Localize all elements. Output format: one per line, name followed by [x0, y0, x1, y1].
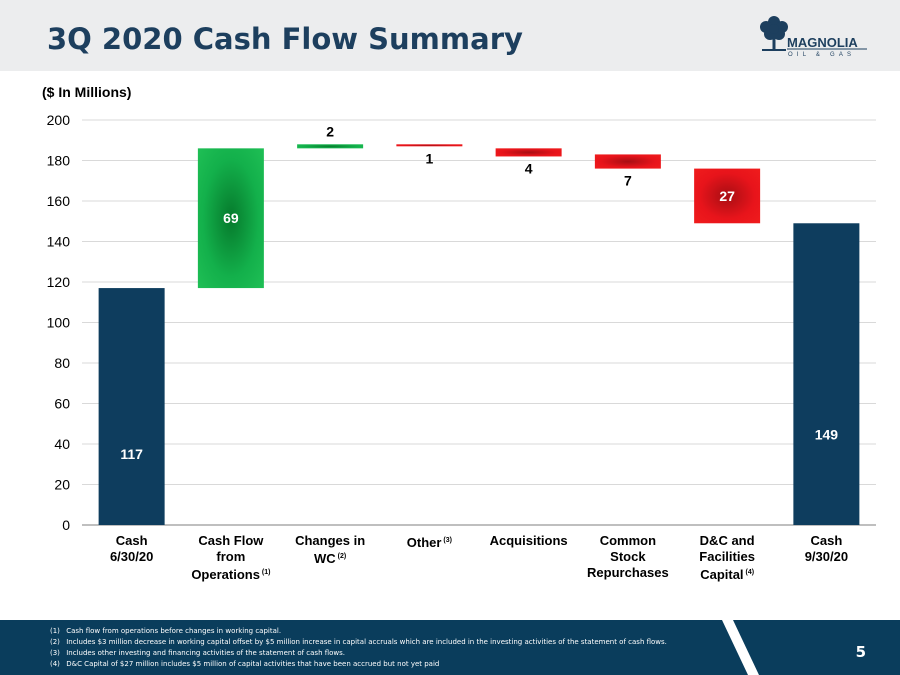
category-line: 9/30/20	[804, 549, 849, 564]
category-line: WC (2)	[314, 551, 347, 566]
y-tick-label: 40	[54, 436, 70, 452]
category-line: Cash	[810, 533, 843, 548]
y-tick-label: 120	[47, 274, 71, 290]
magnolia-logo: MAGNOLIA OIL & GAS	[760, 16, 867, 58]
data-label: 2	[326, 123, 334, 139]
data-label: 1	[425, 150, 433, 166]
y-tick-label: 200	[47, 112, 71, 128]
category-line: 6/30/20	[109, 549, 154, 564]
bars	[98, 144, 860, 525]
category-line: Acquisitions	[489, 533, 568, 548]
footnote-ref: (3)	[441, 537, 452, 544]
bar-decrease	[694, 168, 761, 224]
data-label: 117	[120, 446, 143, 462]
category-line: Cash	[115, 533, 148, 548]
footnote-ref: (4)	[743, 569, 755, 576]
x-category-label: D&C and Facilities Capital (4)	[672, 533, 782, 583]
y-tick-label: 140	[47, 234, 71, 250]
header-bar	[0, 0, 900, 71]
category-line: Operations (1)	[191, 567, 271, 582]
x-category-label: Cash Flow from Operations (1)	[176, 533, 286, 583]
x-category-label: Changes in WC (2)	[275, 533, 385, 567]
x-category-label: Cash 9/30/20	[771, 533, 881, 565]
bar-increase	[197, 148, 264, 289]
footnote-item: (1) Cash flow from operations before cha…	[50, 627, 282, 635]
y-axis-ticks: 0 20 40 60 80 100 120 140 160 180 200	[47, 112, 71, 530]
category-line: D&C and	[699, 533, 755, 548]
bar-decrease	[495, 148, 562, 157]
bar-total	[98, 288, 165, 525]
data-label: 149	[815, 426, 839, 442]
category-line: Repurchases	[587, 565, 669, 580]
y-tick-label: 180	[47, 153, 71, 169]
category-line: Stock	[610, 549, 646, 564]
x-category-label: Acquisitions	[474, 533, 584, 549]
category-line: Facilities	[699, 549, 755, 564]
page-title: 3Q 2020 Cash Flow Summary	[47, 22, 523, 56]
logo-subtext: OIL & GAS	[788, 52, 855, 58]
bar-total	[793, 223, 860, 525]
y-tick-label: 160	[47, 193, 71, 209]
data-label: 69	[223, 210, 239, 226]
bar-decrease	[594, 154, 661, 169]
category-line: Common	[599, 533, 657, 548]
footer-accent	[722, 620, 900, 675]
footnotes: (1) Cash flow from operations before cha…	[50, 626, 667, 670]
category-line: from	[216, 549, 246, 564]
category-line: Changes in	[295, 533, 366, 548]
x-category-label: Common Stock Repurchases	[573, 533, 683, 581]
category-line: Capital (4)	[700, 567, 755, 582]
footnote-ref: (1)	[259, 569, 271, 576]
footnote-item: (4) D&C Capital of $27 million includes …	[50, 660, 440, 668]
unit-label: ($ In Millions)	[42, 84, 132, 100]
data-label: 7	[624, 173, 632, 189]
bar-decrease	[396, 144, 463, 147]
category-line: Other (3)	[406, 535, 452, 550]
y-tick-label: 20	[54, 477, 70, 493]
footnote-item: (3) Includes other investing and financi…	[50, 649, 346, 657]
tree-icon	[760, 16, 788, 51]
category-line: Cash Flow	[198, 533, 264, 548]
page-number: 5	[855, 643, 866, 661]
data-label: 4	[525, 160, 533, 176]
footnote-item: (2) Includes $3 million decrease in work…	[50, 638, 667, 646]
bar-increase	[297, 144, 364, 149]
x-category-label: Other (3)	[374, 533, 484, 551]
footnote-ref: (2)	[335, 553, 347, 560]
y-tick-label: 0	[62, 517, 70, 530]
x-category-label: Cash 6/30/20	[77, 533, 187, 565]
y-tick-label: 80	[54, 355, 70, 371]
y-tick-label: 100	[47, 315, 71, 331]
logo-text: MAGNOLIA	[787, 35, 858, 50]
y-tick-label: 60	[54, 396, 70, 412]
data-label: 27	[719, 188, 735, 204]
